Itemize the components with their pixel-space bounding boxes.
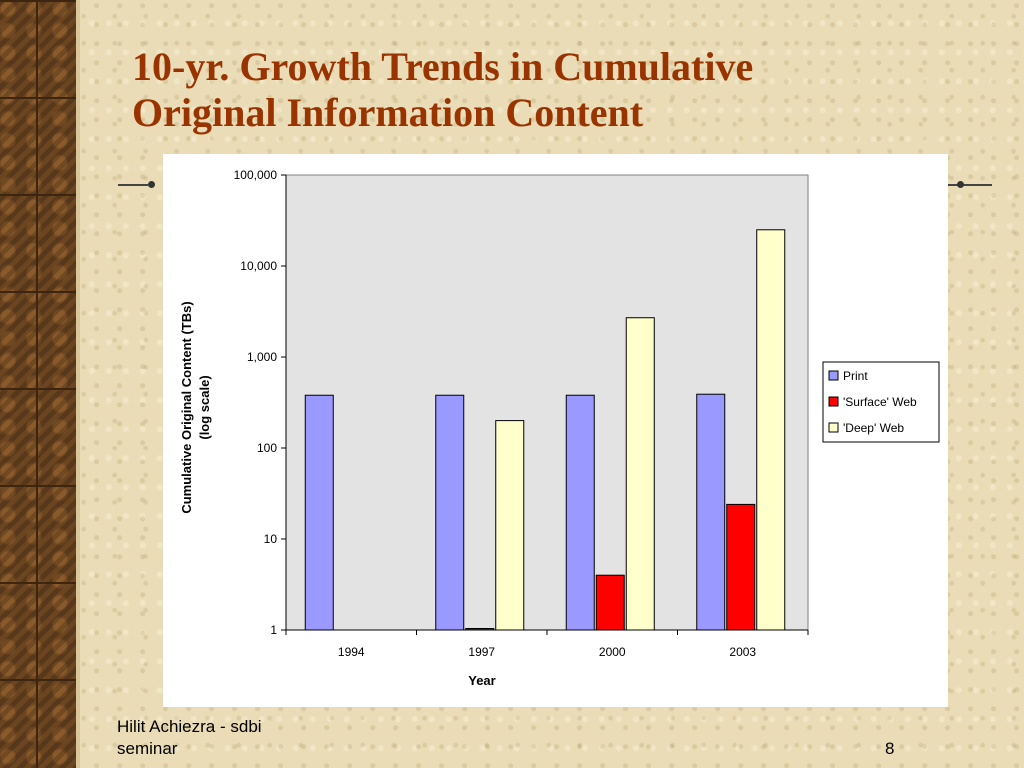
bar-chart: 1 10 100 1,000 10,000 100,000 1994 1997 2000 2003… [179,168,940,688]
slide-title: 10-yr. Growth Trends in Cumulative Origi… [132,44,932,136]
legend-label: 'Surface' Web [843,395,917,409]
legend-box [822,361,940,443]
y-tick-label: 100 [257,441,277,455]
divider-rule-right [948,184,992,186]
bar-print [304,394,334,631]
legend-swatch [828,370,839,381]
bar-print [696,393,726,631]
legend-swatch [828,396,839,407]
footer-line-2: seminar [117,739,178,758]
decorative-wood-strip [0,0,80,768]
x-tick-label: 2000 [599,645,626,659]
chart-panel: 1 10 100 1,000 10,000 100,000 1994 1997 2000 2003… [163,154,948,707]
divider-dot-right [957,181,964,188]
footer-line-1: Hilit Achiezra - sdbi [117,717,262,736]
x-tick-label: 1994 [338,645,365,659]
legend-label: Print [843,369,868,383]
bar-surface-web [595,574,625,631]
slide-title-line-1: 10-yr. Growth Trends in Cumulative [132,44,754,89]
bar-surface-web [726,503,756,631]
y-tick-label: 1,000 [247,350,277,364]
x-axis-title: Year [468,673,495,688]
divider-rule-left [118,184,148,186]
slide-title-line-2: Original Information Content [132,90,644,135]
slide-footer: Hilit Achiezra - sdbi seminar [117,716,317,760]
y-tick-label: 100,000 [234,168,278,182]
y-tick-label: 1 [270,623,277,637]
x-tick-label: 1997 [468,645,495,659]
x-tick-label: 2003 [729,645,756,659]
y-axis-title-line-2: (log scale) [197,375,212,439]
legend-swatch [828,422,839,433]
divider-dot-left [148,181,155,188]
y-tick-label: 10 [264,532,278,546]
y-tick-label: 10,000 [240,259,277,273]
legend-label: 'Deep' Web [843,421,904,435]
bar-print [565,394,595,631]
bar-deep-web [756,229,786,631]
bar-print [435,394,465,631]
bar-deep-web [495,420,525,631]
bar-deep-web [625,317,655,631]
bar-surface-web [465,628,495,631]
page-number: 8 [885,739,895,758]
y-axis-title-line-1: Cumulative Original Content (TBs) [179,301,194,513]
